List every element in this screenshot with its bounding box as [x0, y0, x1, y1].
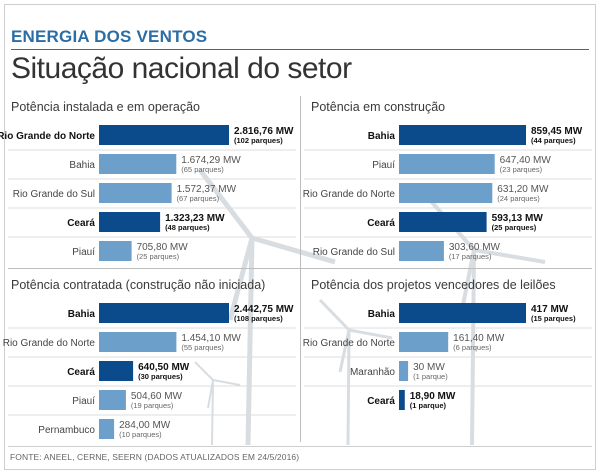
bar: [99, 390, 126, 410]
bar: [399, 361, 409, 381]
parks-label: (1 parque): [413, 372, 448, 381]
chart-title: Potência instalada e em operação: [11, 100, 200, 114]
bar: [399, 212, 487, 232]
parks-label: (44 parques): [531, 136, 576, 145]
parks-label: (48 parques): [165, 223, 210, 232]
category-label: Bahia: [368, 309, 396, 320]
parks-label: (25 parques): [492, 223, 537, 232]
value-label: 593,13 MW: [492, 213, 544, 224]
chart-title: Potência contratada (construção não inic…: [11, 278, 265, 292]
bar: [399, 303, 526, 323]
value-label: 1.454,10 MW: [181, 333, 241, 344]
parks-label: (1 parque): [410, 401, 447, 410]
category-label: Ceará: [67, 367, 95, 378]
value-label: 417 MW: [531, 304, 569, 315]
bar: [99, 332, 177, 352]
value-label: 1.674,29 MW: [181, 155, 241, 166]
category-label: Pernambuco: [38, 425, 95, 436]
parks-label: (30 parques): [138, 372, 183, 381]
panel-divider-vertical: [300, 96, 301, 442]
value-label: 2.816,76 MW: [234, 126, 294, 137]
category-label: Bahia: [368, 131, 396, 142]
bar: [399, 125, 526, 145]
value-label: 1.323,23 MW: [165, 213, 225, 224]
bar: [99, 212, 161, 232]
value-label: 303,60 MW: [449, 242, 501, 253]
parks-label: (15 parques): [531, 314, 576, 323]
parks-label: (19 parques): [131, 401, 174, 410]
category-label: Maranhão: [350, 367, 395, 378]
parks-label: (65 parques): [181, 165, 224, 174]
wind-turbine-illustration: [194, 168, 546, 446]
footer-rule: [8, 446, 592, 447]
value-label: 18,90 MW: [410, 391, 456, 402]
value-label: 504,60 MW: [131, 391, 183, 402]
chart-title: Potência em construção: [311, 100, 445, 114]
infographic-frame: [4, 4, 596, 470]
value-label: 640,50 MW: [138, 362, 190, 373]
value-label: 705,80 MW: [137, 242, 189, 253]
parks-label: (67 parques): [177, 194, 220, 203]
bar: [99, 154, 177, 174]
bar: [399, 390, 405, 410]
value-label: 161,40 MW: [453, 333, 505, 344]
value-label: 284,00 MW: [119, 420, 171, 431]
parks-label: (25 parques): [137, 252, 180, 261]
bar: [399, 241, 444, 261]
value-label: 30 MW: [413, 362, 445, 373]
bar: [399, 332, 449, 352]
kicker-rule: [11, 49, 589, 50]
category-label: Ceará: [67, 218, 95, 229]
kicker: ENERGIA DOS VENTOS: [11, 27, 208, 46]
bar: [99, 303, 229, 323]
value-label: 647,40 MW: [500, 155, 552, 166]
category-label: Ceará: [367, 396, 395, 407]
category-label: Piauí: [72, 396, 95, 407]
category-label: Bahia: [69, 160, 95, 171]
source-note: FONTE: ANEEL, CERNE, SEERN (DADOS ATUALI…: [10, 452, 300, 462]
value-label: 2.442,75 MW: [234, 304, 294, 315]
category-label: Rio Grande do Sul: [13, 189, 95, 200]
category-label: Ceará: [367, 218, 395, 229]
panel-divider-horizontal: [8, 268, 592, 269]
bar: [399, 183, 493, 203]
category-label: Bahia: [68, 309, 96, 320]
value-label: 1.572,37 MW: [177, 184, 237, 195]
category-label: Rio Grande do Norte: [303, 189, 396, 200]
bar: [99, 361, 134, 381]
parks-label: (102 parques): [234, 136, 283, 145]
page-title: Situação nacional do setor: [11, 52, 352, 85]
parks-label: (55 parques): [181, 343, 224, 352]
bar: [99, 419, 115, 439]
category-label: Piauí: [72, 247, 95, 258]
category-label: Rio Grande do Norte: [3, 338, 96, 349]
parks-label: (17 parques): [449, 252, 492, 261]
value-label: 859,45 MW: [531, 126, 583, 137]
category-label: Rio Grande do Sul: [313, 247, 395, 258]
value-label: 631,20 MW: [497, 184, 549, 195]
category-label: Rio Grande do Norte: [0, 131, 95, 142]
parks-label: (24 parques): [497, 194, 540, 203]
parks-label: (10 parques): [119, 430, 162, 439]
category-label: Piauí: [372, 160, 395, 171]
parks-label: (23 parques): [500, 165, 543, 174]
category-label: Rio Grande do Norte: [303, 338, 396, 349]
bar: [99, 241, 132, 261]
chart-title: Potência dos projetos vencedores de leil…: [311, 278, 556, 292]
bar: [99, 183, 172, 203]
bar: [399, 154, 495, 174]
parks-label: (108 parques): [234, 314, 283, 323]
bar: [99, 125, 229, 145]
parks-label: (6 parques): [453, 343, 492, 352]
